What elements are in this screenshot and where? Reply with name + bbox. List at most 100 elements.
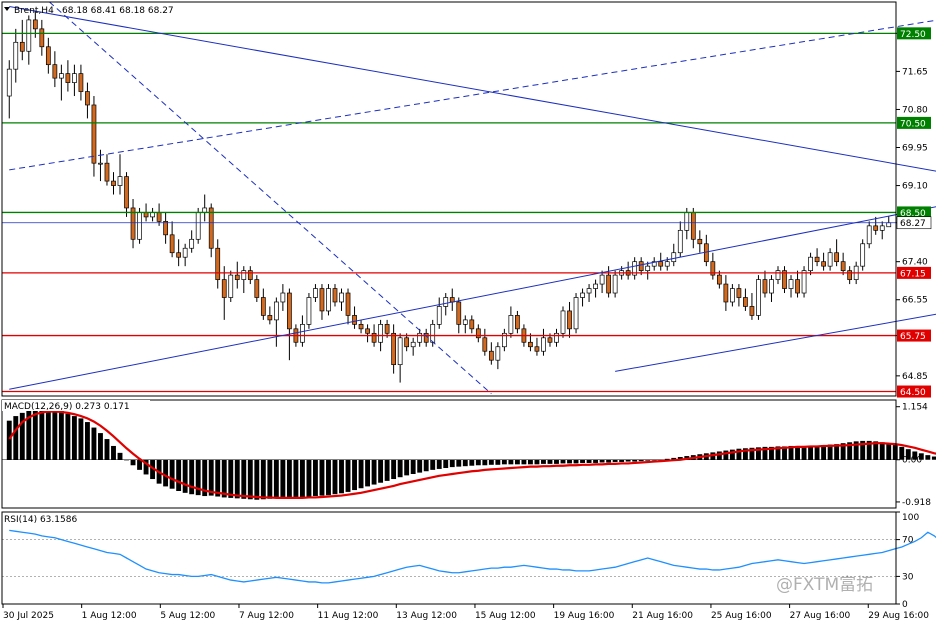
price-y-label: 71.65 xyxy=(902,67,928,77)
macd-histogram-bar xyxy=(352,459,357,491)
macd-histogram-bar xyxy=(899,446,905,460)
horizontal-levels xyxy=(2,32,896,393)
bull-candle xyxy=(436,306,442,325)
bear-candle xyxy=(384,324,390,334)
macd-histogram-bar xyxy=(606,459,612,463)
macd-histogram-bar xyxy=(384,459,390,481)
x-tick-label: 5 Aug 12:00 xyxy=(160,611,215,621)
macd-histogram-bar xyxy=(195,459,201,496)
bear-candle xyxy=(834,252,839,263)
macd-histogram-bar xyxy=(560,459,566,464)
trendline-solid xyxy=(9,5,936,172)
macd-label: MACD(12,26,9) 0.273 0.171 xyxy=(4,402,130,412)
bear-candle xyxy=(371,332,377,343)
macd-histogram-bar xyxy=(462,459,468,467)
macd-histogram-bar xyxy=(475,459,481,466)
bull-candle xyxy=(886,222,892,228)
macd-histogram-bar xyxy=(52,409,58,460)
macd-histogram-bar xyxy=(365,459,371,487)
macd-histogram-bar xyxy=(417,459,423,473)
macd-histogram-bar xyxy=(182,459,188,493)
bull-candle xyxy=(651,261,657,267)
macd-histogram-bar xyxy=(514,459,520,465)
macd-histogram-bar xyxy=(299,459,305,497)
bull-candle xyxy=(730,288,735,303)
bull-candle xyxy=(339,292,344,303)
macd-histogram-bar xyxy=(286,459,292,498)
macd-histogram-bar xyxy=(98,433,103,460)
bear-candle xyxy=(247,270,253,280)
bull-candle xyxy=(326,288,331,312)
bull-candle xyxy=(462,319,468,325)
bull-candle xyxy=(241,270,247,280)
macd-histogram-bar xyxy=(280,459,286,498)
macd-histogram-bar xyxy=(469,459,475,466)
macd-histogram-bar xyxy=(860,440,866,460)
bear-candle xyxy=(332,288,338,303)
current-price-tag-bg xyxy=(896,216,932,230)
bear-candle xyxy=(143,212,149,218)
bear-candle xyxy=(840,261,846,271)
trendline-dashed xyxy=(46,0,492,395)
bull-candle xyxy=(756,279,761,316)
macd-histogram-bar xyxy=(814,445,820,460)
x-tick-label: 11 Aug 12:00 xyxy=(318,611,379,621)
macd-histogram-bar xyxy=(143,459,149,475)
bull-candle xyxy=(664,261,670,267)
macd-histogram-bar xyxy=(892,445,898,460)
bear-candle xyxy=(345,292,351,316)
level-tag-label: 72.50 xyxy=(900,30,926,40)
bull-candle xyxy=(378,324,383,343)
macd-histogram-bar xyxy=(254,459,260,500)
price-tags: 72.50 70.50 68.50 67.15 65.75 64.50 68.27 xyxy=(896,27,932,398)
bull-candle xyxy=(632,261,638,276)
macd-histogram-bar xyxy=(879,442,885,460)
bear-candle xyxy=(710,261,716,276)
bear-candle xyxy=(39,28,45,48)
bear-candle xyxy=(638,261,644,271)
macd-histogram-bar xyxy=(580,459,585,463)
rsi-y-label: 70 xyxy=(902,536,914,546)
bull-candle xyxy=(300,324,305,343)
macd-histogram-bar xyxy=(756,447,761,460)
bear-candle xyxy=(352,315,357,325)
macd-histogram-bar xyxy=(742,448,748,460)
macd-histogram-bar xyxy=(788,445,794,460)
macd-histogram-bar xyxy=(619,459,625,463)
macd-histogram-bar xyxy=(495,459,501,465)
bear-candle xyxy=(847,270,853,280)
bull-candle xyxy=(580,292,585,298)
x-tick-label: 19 Aug 16:00 xyxy=(554,611,615,621)
macd-histogram-bar xyxy=(736,448,742,460)
macd-histogram-bar xyxy=(632,459,638,462)
bear-candle xyxy=(267,315,273,321)
macd-histogram-bar xyxy=(925,455,931,460)
bull-candle xyxy=(195,212,201,240)
trendlines xyxy=(9,0,936,395)
bull-candle xyxy=(554,332,559,343)
level-tag-bg xyxy=(897,385,931,398)
macd-histogram-bar xyxy=(215,459,221,497)
level-tag-bg xyxy=(897,206,931,219)
bull-candle xyxy=(599,274,605,285)
bull-candle xyxy=(612,274,618,294)
level-tag-bg xyxy=(897,27,931,40)
macd-histogram-bar xyxy=(378,459,384,483)
macd-histogram-bar xyxy=(677,456,683,460)
macd-histogram-bar xyxy=(293,459,299,498)
price-y-label: 69.95 xyxy=(902,144,928,154)
macd-histogram-bar xyxy=(599,459,605,463)
bear-candle xyxy=(85,91,90,106)
bear-candle xyxy=(515,315,520,330)
x-tick-label: 21 Aug 16:00 xyxy=(632,611,693,621)
macd-histogram-bar xyxy=(202,459,208,497)
macd-histogram-bar xyxy=(443,459,449,469)
watermark-logo: @FXTM富拓 xyxy=(776,575,874,595)
bull-candle xyxy=(273,301,279,321)
bull-candle xyxy=(677,229,683,254)
bear-candle xyxy=(78,73,84,92)
collapse-arrow-icon[interactable] xyxy=(4,7,10,11)
macd-histogram-bar xyxy=(795,445,800,460)
bull-candle xyxy=(280,292,286,303)
macd-histogram-bar xyxy=(775,446,781,460)
